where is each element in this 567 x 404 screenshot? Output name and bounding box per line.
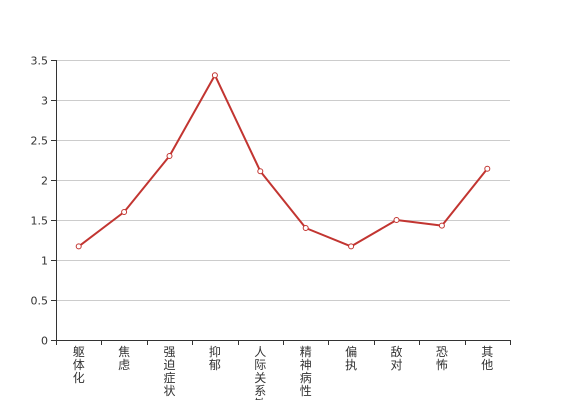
axes	[51, 60, 511, 345]
x-tick-label: 焦虑	[118, 345, 130, 372]
data-point[interactable]	[484, 165, 491, 172]
data-point[interactable]	[257, 168, 264, 175]
y-tick-label: 3	[41, 95, 48, 108]
data-point[interactable]	[393, 217, 400, 223]
x-axis-tick-labels: 躯体化 焦虑 强迫症状 抑郁 人际关系敏感 精神病性 偏执 敌对 恐怖 其他	[73, 344, 494, 404]
series-line	[78, 74, 489, 248]
x-tick-label: 躯体化	[73, 344, 85, 385]
y-axis-tick-labels: 0 0.5 1 1.5 2 2.5 3 3.5	[31, 55, 49, 348]
data-point[interactable]	[438, 222, 445, 229]
grid-lines	[56, 60, 510, 301]
y-tick-label: 3.5	[31, 55, 49, 68]
x-tick-label: 恐怖	[436, 345, 448, 372]
y-tick-label: 1	[41, 255, 48, 268]
x-tick-label: 人际关系敏感	[254, 345, 266, 400]
data-point[interactable]	[166, 153, 173, 159]
x-tick-label: 敌对	[390, 344, 402, 372]
data-point[interactable]	[211, 72, 218, 79]
x-tick-label: 偏执	[345, 344, 357, 372]
data-point[interactable]	[348, 243, 355, 250]
data-point[interactable]	[121, 209, 128, 215]
x-tick-label: 精神病性	[300, 345, 312, 398]
data-point[interactable]	[302, 225, 309, 231]
x-tick-label: 强迫症状	[163, 345, 175, 398]
y-tick-label: 2.5	[31, 135, 49, 148]
x-tick-label: 其他	[481, 345, 493, 372]
x-tick-label: 抑郁	[209, 344, 221, 372]
y-tick-label: 2	[41, 175, 48, 188]
series-layer	[75, 72, 491, 250]
y-tick-label: 0.5	[31, 295, 49, 308]
y-tick-label: 0	[41, 335, 48, 348]
y-tick-label: 1.5	[31, 215, 49, 228]
data-point[interactable]	[75, 243, 82, 250]
